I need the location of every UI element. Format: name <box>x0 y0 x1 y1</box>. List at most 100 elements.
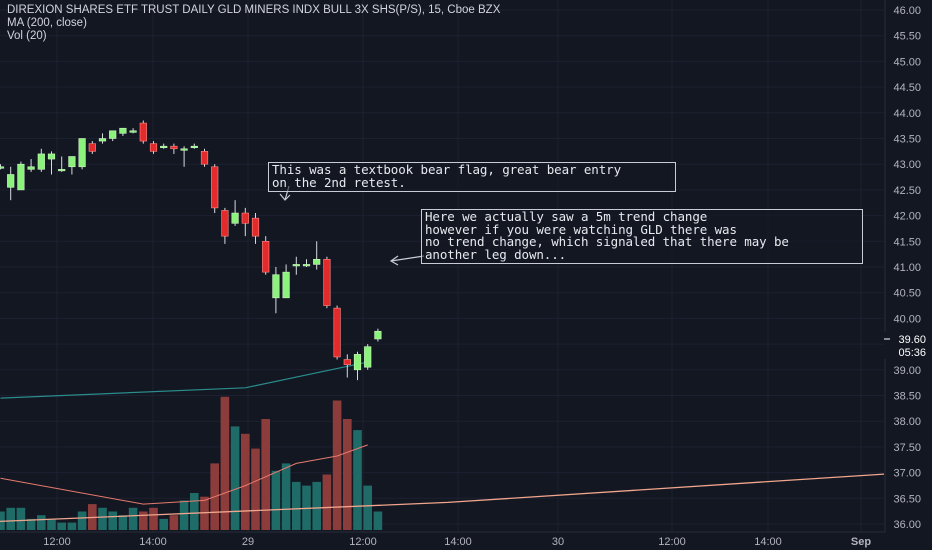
volume-bar <box>373 511 383 530</box>
volume-bar <box>251 448 260 530</box>
candle-body <box>58 169 66 172</box>
volume-bar <box>343 419 352 530</box>
price-tick-label: 42.00 <box>893 211 921 223</box>
time-axis[interactable]: 12:00 14:00 29 12:00 14:00 30 12:00 14:00 Sep <box>0 531 885 548</box>
candle-body <box>88 143 96 152</box>
price-tick-label: 36.00 <box>893 519 921 531</box>
volume-bar <box>149 507 158 530</box>
volume-bar <box>353 430 362 530</box>
candle-body <box>78 138 86 168</box>
price-tick-label: 38.00 <box>893 416 921 428</box>
candle-body <box>17 163 25 191</box>
candle-body <box>0 166 5 169</box>
volume-bar <box>6 507 16 530</box>
volume-bar <box>363 485 372 530</box>
candle-body <box>119 127 127 134</box>
volume-bar <box>332 400 342 530</box>
countdown-badge: 05:36 <box>884 346 932 359</box>
annotation-arrows <box>279 185 425 266</box>
arrow-2 <box>389 255 425 266</box>
time-tick-label: 14:00 <box>444 536 472 548</box>
candle-body <box>68 156 76 168</box>
price-tick-label: 44.50 <box>893 82 921 94</box>
volume-bar <box>322 474 332 530</box>
candle-body <box>221 210 229 237</box>
candle-body <box>302 264 311 267</box>
volume-bar <box>16 507 26 530</box>
annotation-trend-change[interactable]: Here we actually saw a 5m trend change h… <box>421 209 863 264</box>
volume-indicator-label[interactable]: Vol (20) <box>7 30 47 42</box>
candle-body <box>129 130 137 133</box>
countdown-label: 05:36 <box>898 347 926 359</box>
chart-title[interactable]: DIREXION SHARES ETF TRUST DAILY GLD MINE… <box>7 4 501 16</box>
moving-average-lines <box>0 361 885 523</box>
volume-bar <box>230 426 240 530</box>
time-tick-label: 12:00 <box>658 536 686 548</box>
price-axis[interactable]: 36.0036.5037.0037.5038.0038.5039.0039.50… <box>884 0 921 532</box>
volume-bar <box>108 511 117 530</box>
time-tick-label: 12:00 <box>349 536 377 548</box>
time-tick-label: 12:00 <box>43 536 71 548</box>
time-tick-label: 14:00 <box>754 536 782 548</box>
time-tick-label: 29 <box>242 536 254 548</box>
volume-bar <box>241 433 250 530</box>
price-tick-label: 44.00 <box>893 108 921 120</box>
volume-bar <box>139 511 148 530</box>
price-tick-label: 43.50 <box>893 134 921 146</box>
candle-body <box>27 166 35 170</box>
volume-bar <box>37 515 46 530</box>
candle-body <box>109 130 117 139</box>
candle-body <box>323 258 331 306</box>
candle-body <box>170 145 178 150</box>
candle-body <box>190 145 198 149</box>
candle-body <box>313 258 321 265</box>
candle-body <box>262 241 270 273</box>
volume-bar <box>190 493 199 530</box>
volume-bar <box>128 507 138 530</box>
candle-body <box>272 274 280 299</box>
price-tick-label: 39.00 <box>893 365 921 377</box>
volume-bars <box>0 396 383 530</box>
annotation-bear-flag[interactable]: This was a textbook bear flag, great bea… <box>268 162 676 192</box>
volume-bar <box>118 515 128 530</box>
price-tick-label: 38.50 <box>893 391 921 403</box>
candle-body <box>98 138 107 142</box>
candle-body <box>343 359 351 365</box>
price-tick-label: 43.00 <box>893 159 921 171</box>
candle-body <box>200 151 209 165</box>
ma-long-line <box>0 473 885 523</box>
last-price-label: 39.60 <box>898 334 926 346</box>
candle-body <box>47 153 56 160</box>
volume-bar <box>159 518 168 530</box>
price-tick-label: 45.50 <box>893 31 921 43</box>
price-tick-label: 37.50 <box>893 442 921 454</box>
volume-bar <box>169 515 179 530</box>
price-tick-label: 45.00 <box>893 56 921 68</box>
price-tick-label: 42.50 <box>893 185 921 197</box>
candle-body <box>160 145 168 149</box>
volume-bar <box>261 419 270 530</box>
price-tick-label: 46.00 <box>893 5 921 17</box>
volume-bar <box>179 500 189 530</box>
candle-body <box>7 174 15 188</box>
time-tick-label: 14:00 <box>139 536 167 548</box>
candle-body <box>333 307 341 358</box>
candle-body <box>251 217 260 237</box>
time-tick-label: Sep <box>851 536 871 548</box>
candle-body <box>149 143 158 152</box>
candle-body <box>282 271 290 299</box>
candles <box>0 120 382 381</box>
volume-bar <box>47 518 56 530</box>
candle-body <box>374 330 382 340</box>
ma-indicator-label[interactable]: MA (200, close) <box>7 17 87 29</box>
price-tick-label: 40.00 <box>893 313 921 325</box>
price-tick-label: 36.50 <box>893 493 921 505</box>
volume-bar <box>292 481 301 530</box>
ma-volume-line <box>0 444 368 505</box>
candle-body <box>241 212 249 224</box>
candle-body <box>364 346 372 368</box>
volume-bar <box>57 522 66 530</box>
volume-bar <box>67 522 77 530</box>
